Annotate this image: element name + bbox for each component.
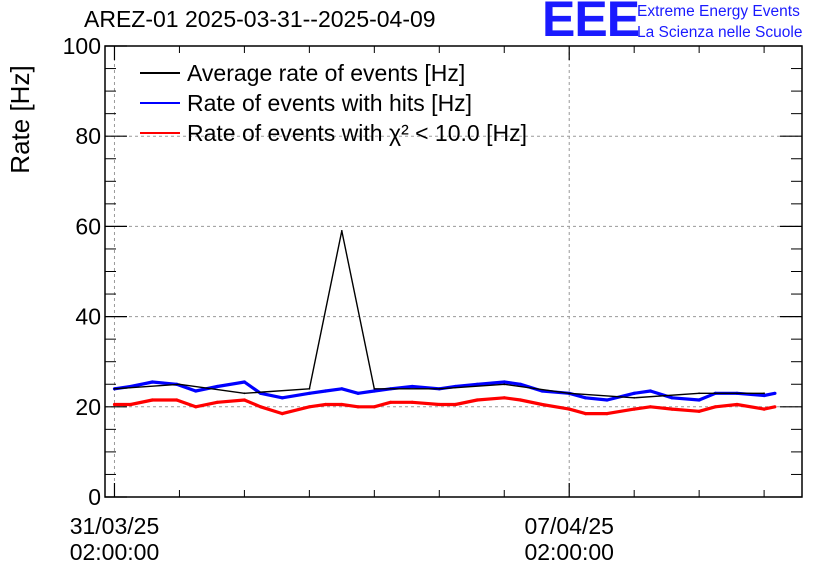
- series-point-3: [518, 398, 523, 402]
- series-point-2: [324, 389, 328, 393]
- series-point-3: [410, 400, 414, 404]
- x-tick-label-time: 02:00:00: [70, 539, 160, 565]
- x-tick-label-date: 07/04/25: [524, 513, 614, 539]
- series-point-3: [242, 398, 246, 402]
- legend-label-1: Average rate of events [Hz]: [187, 60, 465, 86]
- series-point-3: [194, 405, 198, 409]
- series-point-3: [670, 407, 674, 411]
- series-point-3: [735, 402, 739, 407]
- series-point-2: [670, 396, 674, 400]
- logo-subtitle-line1: Extreme Energy Events: [637, 3, 800, 20]
- grid-layer: [105, 46, 802, 497]
- series-point-1: [308, 387, 311, 390]
- series-point-1: [698, 392, 700, 395]
- x-tick-label-time: 02:00:00: [524, 539, 614, 565]
- series-point-2: [194, 389, 198, 393]
- series-point-2: [605, 398, 609, 402]
- series-point-3: [632, 407, 636, 411]
- series-point-3: [280, 412, 284, 416]
- legend: Average rate of events [Hz] Rate of event…: [140, 60, 527, 146]
- series-point-2: [410, 384, 414, 389]
- series-point-3: [340, 402, 344, 407]
- series-point-3: [437, 402, 441, 407]
- series-point-2: [372, 389, 376, 393]
- series-point-3: [175, 398, 179, 402]
- series-point-3: [324, 402, 328, 407]
- series-point-3: [762, 407, 766, 411]
- label-layer: 02040608010031/03/2502:00:0007/04/2502:0…: [5, 33, 614, 565]
- series-point-1: [438, 387, 441, 390]
- series-point-2: [150, 380, 154, 384]
- y-tick-label: 80: [75, 123, 101, 149]
- series-point-2: [648, 389, 653, 393]
- y-tick-label: 60: [75, 213, 101, 239]
- tick-layer: [105, 45, 802, 498]
- series-point-3: [583, 412, 588, 416]
- series-point-1: [113, 387, 116, 390]
- y-tick-label: 20: [75, 394, 101, 420]
- series-point-3: [112, 402, 117, 407]
- y-tick-label: 100: [63, 33, 101, 59]
- series-point-1: [340, 230, 343, 232]
- series-point-3: [150, 398, 154, 402]
- series-point-2: [502, 380, 506, 384]
- series-point-3: [713, 405, 718, 409]
- eee-logo: EEE: [542, 0, 640, 47]
- series-point-3: [502, 396, 506, 400]
- series-point-3: [773, 405, 777, 409]
- series-point-2: [518, 382, 523, 386]
- x-tick-label-date: 31/03/25: [70, 513, 160, 539]
- y-tick-label: 40: [75, 304, 101, 330]
- series-point-3: [605, 412, 609, 416]
- series-point-3: [259, 405, 263, 409]
- series-point-1: [178, 383, 181, 386]
- series-layer: [112, 230, 777, 416]
- series-line-3: [114, 396, 776, 416]
- series-point-3: [567, 407, 571, 411]
- series-point-3: [453, 402, 458, 407]
- series-point-2: [583, 396, 588, 400]
- series-point-2: [356, 391, 360, 395]
- series-point-3: [129, 402, 133, 407]
- series-point-2: [242, 380, 246, 384]
- series-point-2: [215, 384, 219, 389]
- series-point-3: [648, 405, 653, 409]
- series-point-3: [307, 405, 311, 409]
- series-line-2: [114, 380, 776, 402]
- series-point-3: [540, 402, 544, 407]
- series-point-3: [697, 409, 701, 413]
- series-point-3: [372, 405, 376, 409]
- logo-subtitle-line2: La Scienza nelle Scuole: [637, 24, 803, 41]
- series-point-2: [773, 391, 777, 395]
- series-point-3: [475, 398, 479, 402]
- series-point-1: [503, 383, 506, 386]
- series-point-3: [356, 405, 360, 409]
- y-tick-label: 0: [88, 484, 101, 510]
- series-point-2: [280, 396, 284, 400]
- series-point-1: [568, 392, 571, 395]
- y-axis-title: Rate [Hz]: [5, 65, 35, 173]
- series-point-2: [475, 382, 479, 386]
- series-point-3: [215, 400, 219, 404]
- series-point-1: [633, 396, 636, 399]
- series-line-1: [114, 230, 765, 399]
- series-point-2: [632, 391, 636, 395]
- legend-label-3: Rate of events with χ² < 10.0 [Hz]: [187, 120, 527, 146]
- chart-title: AREZ-01 2025-03-31--2025-04-09: [84, 6, 436, 32]
- legend-label-2: Rate of events with hits [Hz]: [187, 90, 472, 116]
- series-point-2: [762, 393, 766, 398]
- series-point-1: [373, 387, 376, 390]
- series-point-1: [243, 392, 246, 395]
- series-point-3: [389, 400, 393, 404]
- series-point-2: [340, 387, 344, 391]
- series-point-1: [763, 392, 765, 395]
- series-point-2: [307, 391, 311, 395]
- series-point-2: [697, 398, 701, 402]
